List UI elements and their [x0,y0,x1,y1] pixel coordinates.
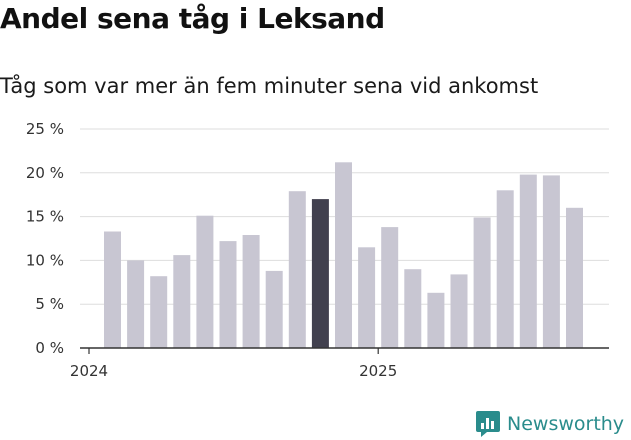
y-tick-label: 20 % [26,164,64,182]
bar-2024-02 [127,260,145,348]
x-tick-label: 2024 [70,362,108,380]
bar-2025-09 [566,207,583,348]
bar-2024-03 [150,276,168,348]
y-tick-label: 15 % [26,208,64,226]
axis-labels: 0 % 5 % 10 % 15 % 20 % 25 % 2024 2025 [26,120,397,380]
bar-2024-12 [358,247,376,348]
bar-2025-05 [473,217,491,348]
bar-2025-03 [427,292,445,348]
bar-2024-06 [219,241,237,348]
bar-2024-07 [242,235,260,348]
newsworthy-logo-icon [476,411,500,437]
bar-2024-01 [104,231,121,348]
bar-2024-08 [265,270,283,348]
x-tick-label: 2025 [359,362,397,380]
bar-2024-04 [173,255,191,348]
bar-2025-01 [381,227,399,348]
bar-2025-02 [404,269,422,348]
bars [104,162,583,348]
chart-subtitle: Tåg som var mer än fem minuter sena vid … [0,74,539,98]
brand-logo: Newsworthy [475,408,624,440]
bar-2024-09 [288,191,306,348]
bar-2024-10 [311,199,329,348]
x-axis [80,347,609,354]
bar-2025-07 [519,174,537,348]
bar-2025-04 [450,274,468,348]
brand-name: Newsworthy [507,413,625,435]
bar-2025-06 [496,190,514,348]
bar-2024-11 [335,162,352,348]
y-tick-label: 25 % [26,120,64,138]
bar-2024-05 [196,215,214,348]
y-tick-label: 10 % [26,251,64,269]
y-tick-label: 0 % [35,339,64,357]
bar-2025-08 [542,175,560,348]
bar-chart: 0 % 5 % 10 % 15 % 20 % 25 % 2024 2025 [26,120,609,380]
y-tick-label: 5 % [35,295,64,313]
chart-title: Andel sena tåg i Leksand [0,2,385,35]
